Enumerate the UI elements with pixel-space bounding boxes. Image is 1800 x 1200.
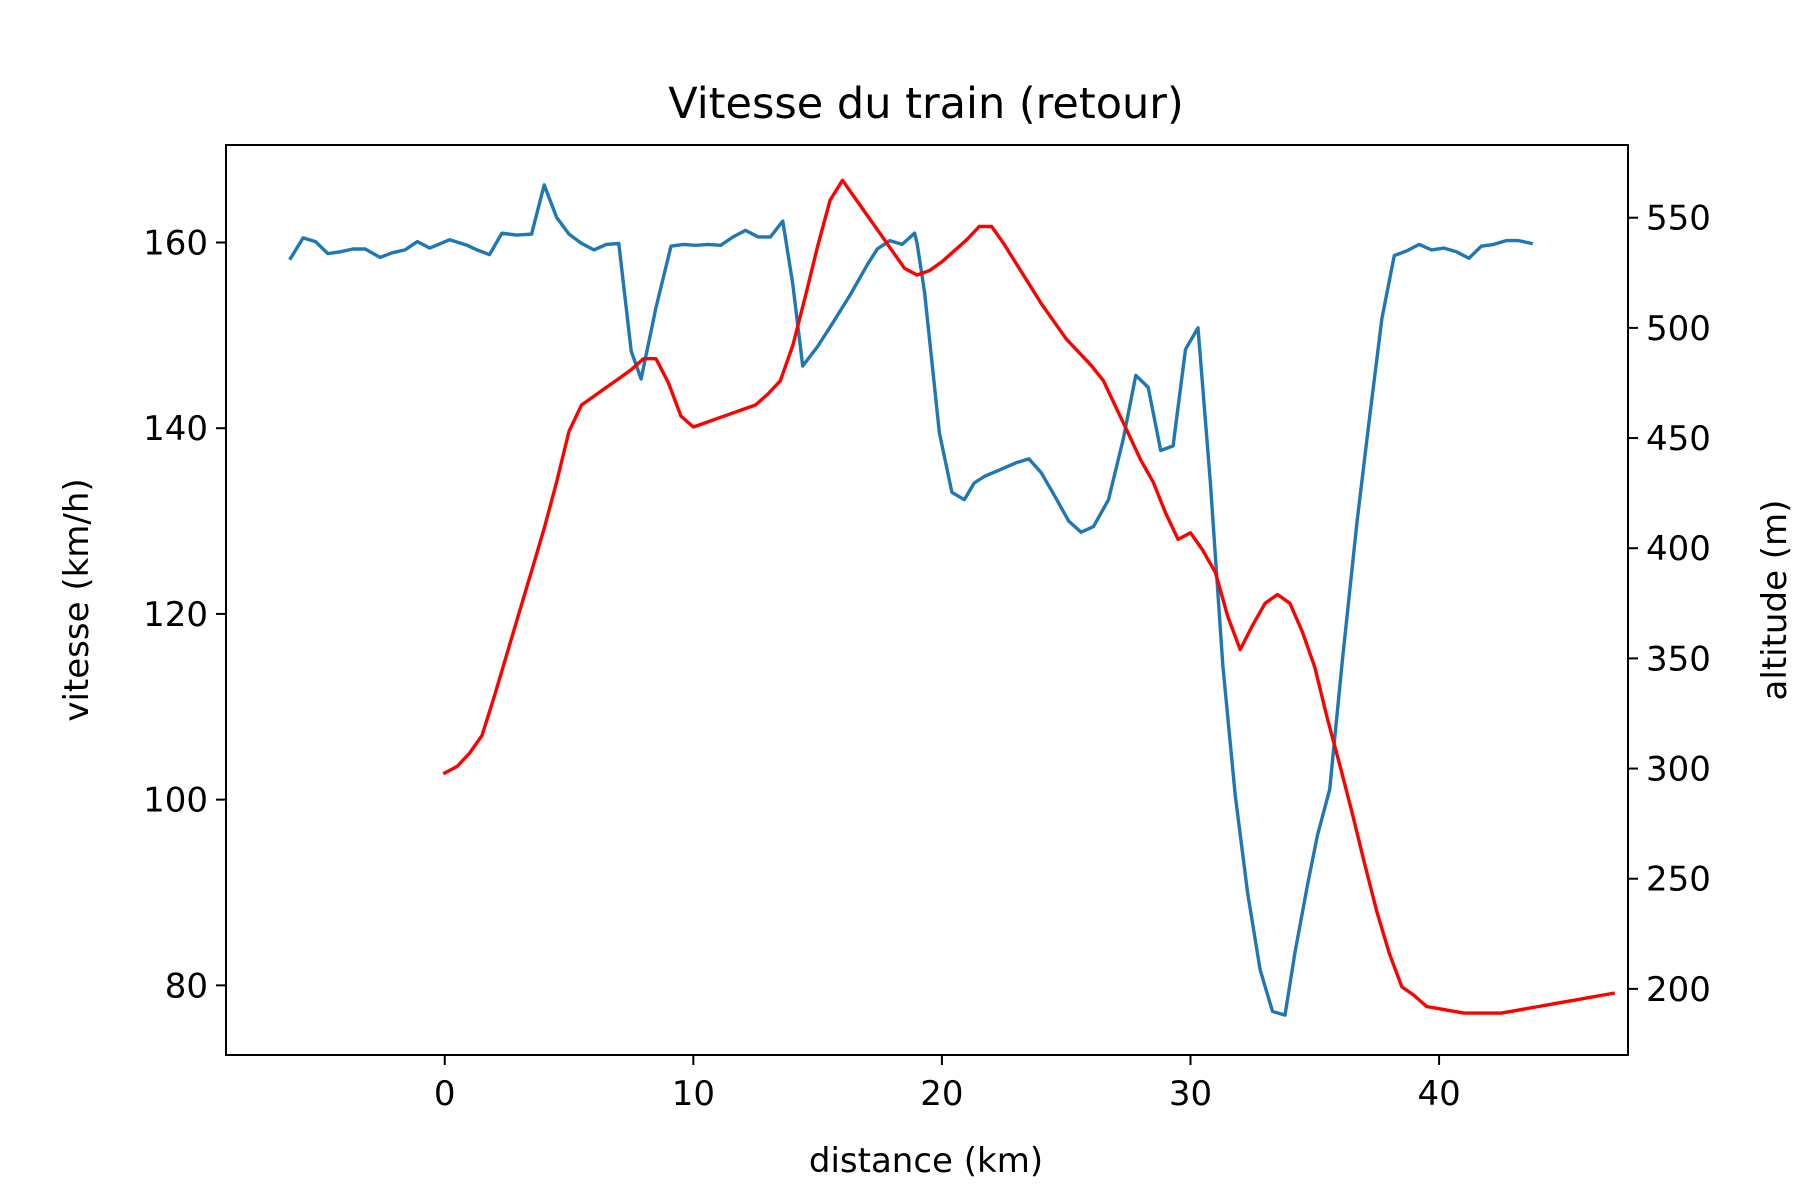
y2-tick-label: 350: [1646, 639, 1711, 679]
chart-title: Vitesse du train (retour): [668, 79, 1183, 129]
x-tick-label: 20: [920, 1074, 963, 1114]
y2-tick-label: 300: [1646, 750, 1711, 790]
y2-tick-label: 200: [1646, 970, 1711, 1010]
y2-axis-label: altitude (m): [1755, 500, 1795, 701]
y-tick-label: 100: [143, 781, 208, 821]
y-tick-label: 140: [143, 409, 208, 449]
x-tick-label: 30: [1169, 1074, 1212, 1114]
y-tick-label: 80: [165, 966, 208, 1006]
series-layer: [288, 178, 1616, 1017]
y-tick-label: 120: [143, 595, 208, 635]
plot-frame: [225, 144, 1629, 1056]
y-tick-label: 160: [143, 224, 208, 264]
series-line-vitesse: [288, 183, 1534, 1017]
x-axis-label: distance (km): [809, 1141, 1043, 1181]
y2-tick-label: 500: [1646, 309, 1711, 349]
series-line-altitude: [442, 178, 1616, 1015]
x-tick-label: 10: [672, 1074, 715, 1114]
x-tick-label: 40: [1417, 1074, 1460, 1114]
y2-tick-label: 450: [1646, 419, 1711, 459]
y2-tick-label: 250: [1646, 860, 1711, 900]
y-axis-label: vitesse (km/h): [57, 478, 97, 721]
y2-tick-label: 550: [1646, 199, 1711, 239]
x-tick-label: 0: [434, 1074, 456, 1114]
y2-tick-label: 400: [1646, 529, 1711, 569]
axes-layer: 0 10 20 30 40 80 100 120 140 160 200 250 300 350 400 45…: [143, 144, 1711, 1114]
